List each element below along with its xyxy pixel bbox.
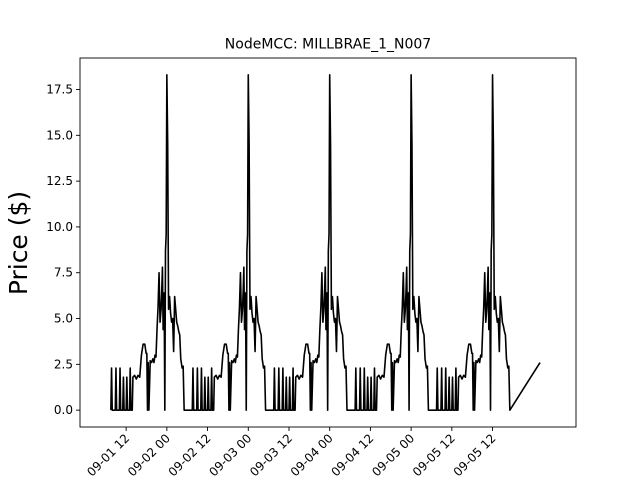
- y-tick-label: 15.0: [46, 128, 73, 142]
- x-tick-label: 09-02 12: [166, 431, 214, 479]
- x-tick-label: 09-01 12: [84, 431, 132, 479]
- plot-frame: [79, 57, 577, 428]
- y-axis-label: Price ($): [4, 191, 33, 295]
- x-tick-label: 09-04 12: [328, 431, 376, 479]
- y-tick-label: 0.0: [54, 403, 73, 417]
- y-tick-label: 2.5: [54, 357, 73, 371]
- y-tick-label: 5.0: [54, 312, 73, 326]
- x-tick-label: 09-05 12: [410, 431, 458, 479]
- x-tick-label: 09-03 12: [247, 431, 295, 479]
- series-line: [110, 74, 541, 411]
- x-tick-label: 09-04 00: [288, 431, 336, 479]
- y-tick-label: 17.5: [46, 83, 73, 97]
- x-tick-label: 09-05 12: [451, 431, 499, 479]
- y-tick-label: 7.5: [54, 266, 73, 280]
- x-tick-label: 09-03 00: [206, 431, 254, 479]
- chart-title: NodeMCC: MILLBRAE_1_N007: [225, 37, 431, 53]
- y-tick-label: 10.0: [46, 220, 73, 234]
- y-tick-label: 12.5: [46, 174, 73, 188]
- x-tick-label: 09-05 00: [369, 431, 417, 479]
- x-tick-label: 09-02 00: [125, 431, 173, 479]
